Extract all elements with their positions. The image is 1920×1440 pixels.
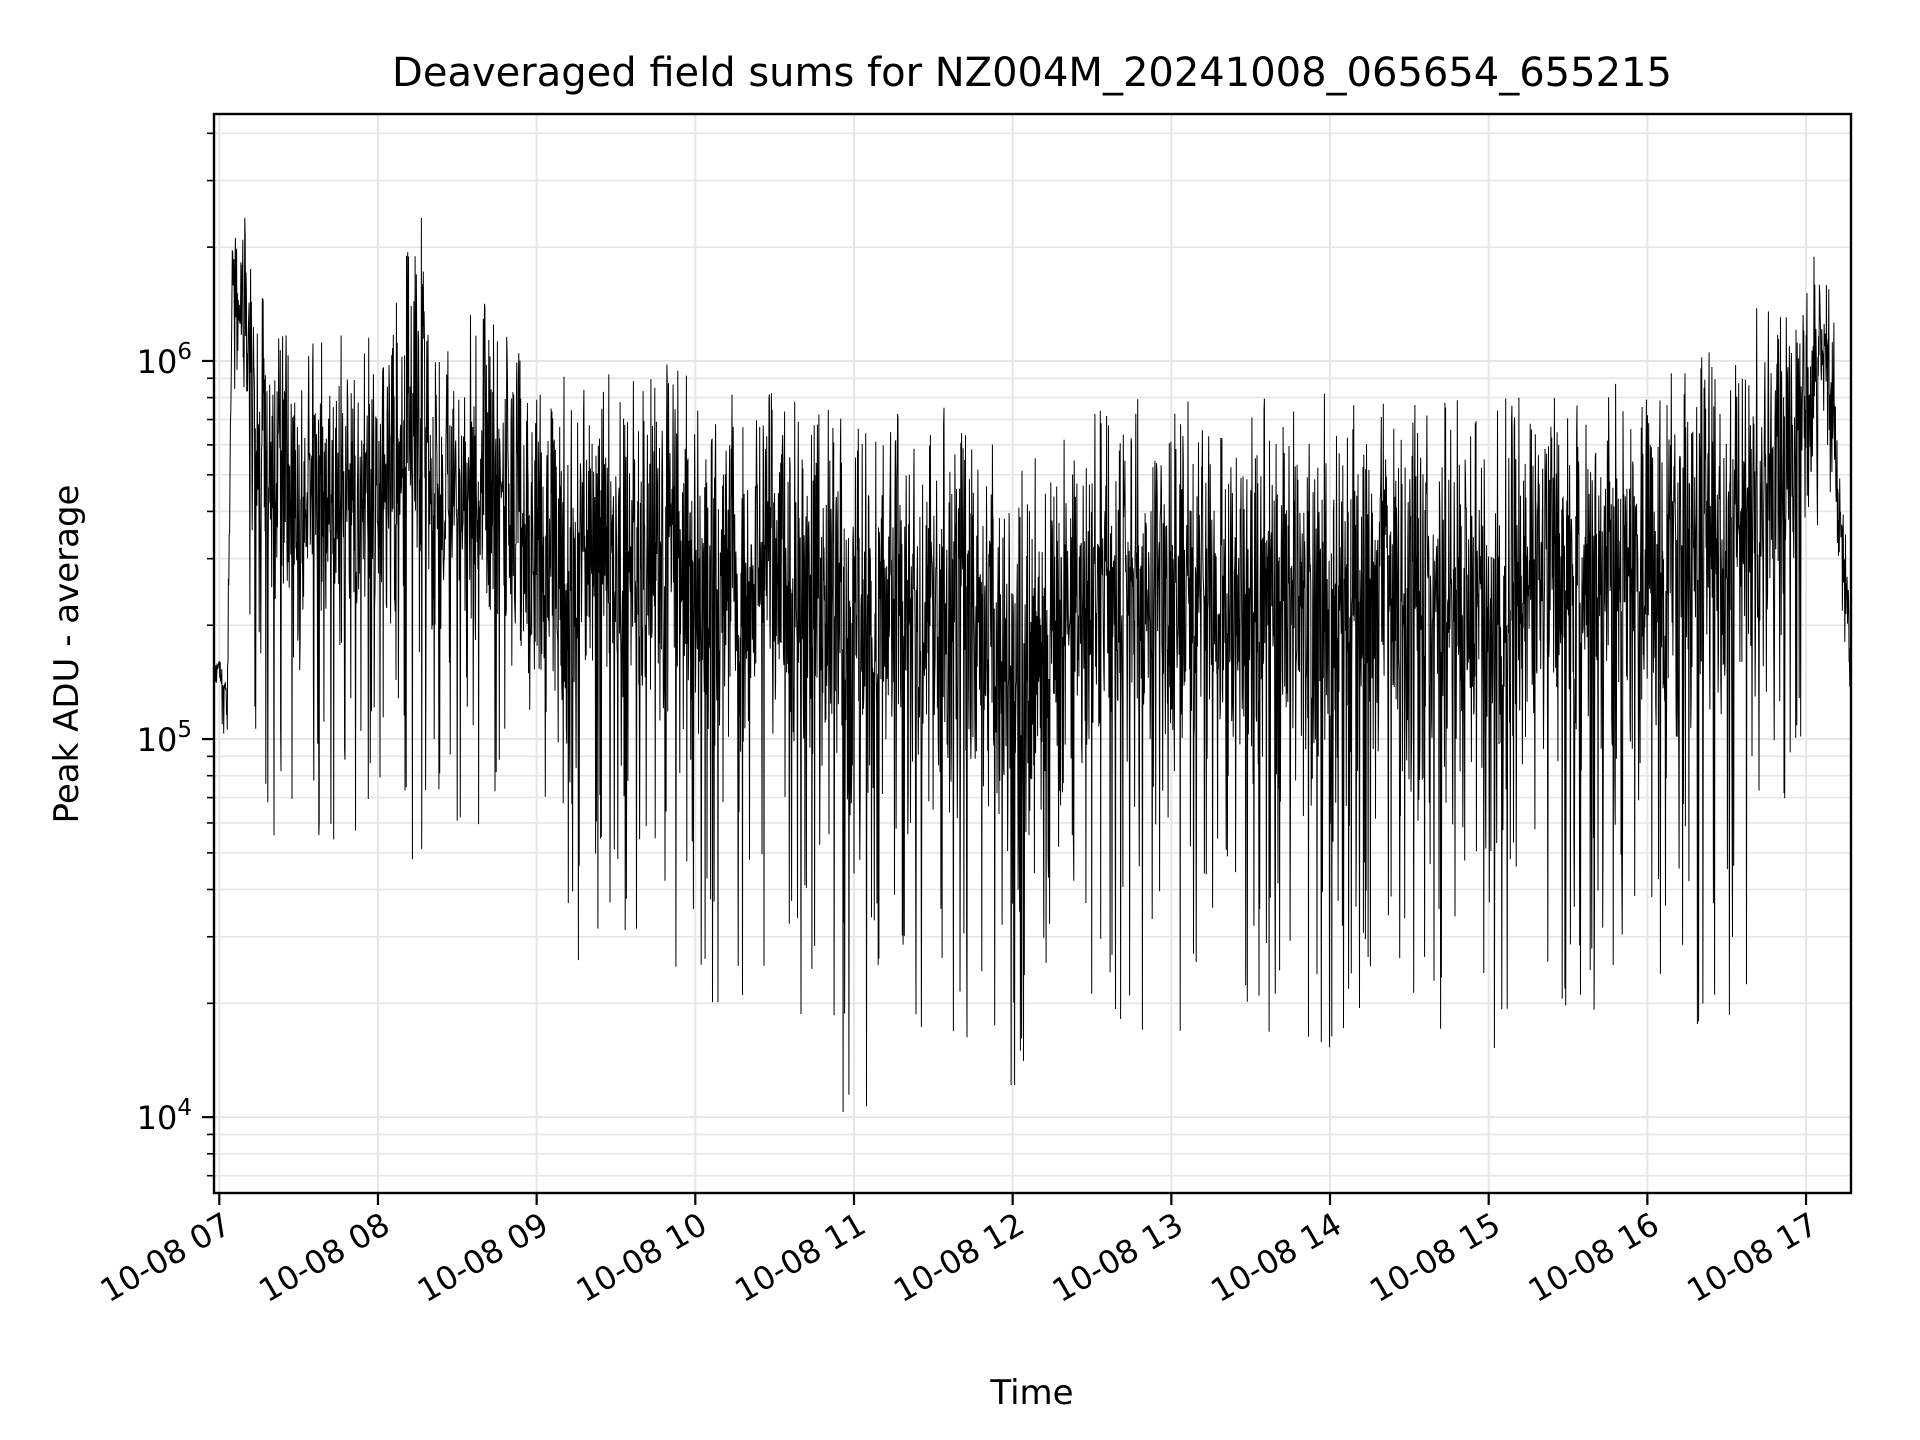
x-axis-label: Time <box>989 1373 1073 1413</box>
x-tick-label: 10-08 10 <box>570 1205 714 1310</box>
plot-area <box>213 217 1852 1113</box>
y-tick-label: 104 <box>137 1095 192 1137</box>
x-tick-label: 10-08 17 <box>1680 1205 1824 1310</box>
x-tick-label: 10-08 11 <box>728 1205 872 1310</box>
y-axis: 104 105 106 <box>137 132 214 1177</box>
x-tick-label: 10-08 07 <box>94 1205 238 1310</box>
series-line <box>213 217 1852 1113</box>
axes-frame <box>212 112 1853 1195</box>
chart-title: Deaveraged field sums for NZ004M_2024100… <box>392 50 1672 96</box>
x-tick-label: 10-08 12 <box>887 1205 1031 1310</box>
x-tick-label: 10-08 16 <box>1522 1205 1666 1310</box>
x-axis: 10-08 07 10-08 08 10-08 09 10-08 10 10-08 11… <box>94 1193 1824 1310</box>
x-tick-label: 10-08 14 <box>1204 1205 1348 1310</box>
x-tick-label: 10-08 15 <box>1363 1205 1507 1310</box>
y-axis-label: Peak ADU - average <box>47 485 87 824</box>
x-tick-label: 10-08 13 <box>1046 1205 1190 1310</box>
y-tick-label: 106 <box>137 339 192 381</box>
y-tick-label: 105 <box>137 717 192 759</box>
x-tick-label: 10-08 08 <box>252 1205 396 1310</box>
x-tick-label: 10-08 09 <box>411 1205 555 1310</box>
